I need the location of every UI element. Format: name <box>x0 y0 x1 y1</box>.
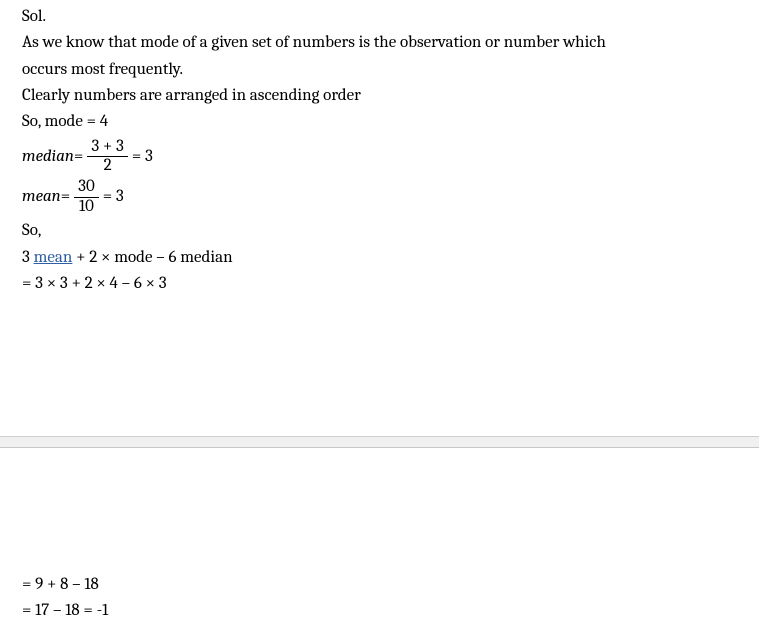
median-equation: median = 3 + 3 2 = 3 <box>22 138 737 176</box>
mean-den: 10 <box>74 198 99 217</box>
page-separator <box>0 436 759 448</box>
calc-line-1: = 3 × 3 + 2 × 4 – 6 × 3 <box>22 271 737 297</box>
arranged-line: Clearly numbers are arranged in ascendin… <box>22 83 737 109</box>
mean-eq2: = 3 <box>103 184 124 210</box>
mean-label: mean <box>22 184 61 210</box>
intro-line-2: occurs most frequently. <box>22 57 737 83</box>
median-eq2: = 3 <box>132 144 153 170</box>
whitespace-gap-2 <box>0 448 759 568</box>
mode-line: So, mode = 4 <box>22 109 737 135</box>
intro-line-1: As we know that mode of a given set of n… <box>22 30 737 56</box>
mean-num: 30 <box>74 178 99 198</box>
calc-line-3: = 17 – 18 = -1 <box>22 598 737 624</box>
whitespace-gap-1 <box>0 306 759 436</box>
expr-suffix: + 2 × mode – 6 median <box>72 248 232 267</box>
solution-top-block: Sol. As we know that mode of a given set… <box>0 0 759 306</box>
median-eq1: = <box>74 144 83 170</box>
expression-line: 3 mean + 2 × mode – 6 median <box>22 245 737 271</box>
sol-label: Sol. <box>22 4 737 30</box>
median-den: 2 <box>87 157 128 176</box>
mean-equation: mean = 30 10 = 3 <box>22 178 737 216</box>
mean-eq1: = <box>61 184 70 210</box>
solution-bottom-block: = 9 + 8 – 18 = 17 – 18 = -1 <box>0 568 759 633</box>
expr-prefix: 3 <box>22 248 34 267</box>
median-fraction: 3 + 3 2 <box>87 138 128 176</box>
median-label: median <box>22 144 74 170</box>
calc-line-2: = 9 + 8 – 18 <box>22 572 737 598</box>
so-line: So, <box>22 218 737 244</box>
median-num: 3 + 3 <box>87 138 128 158</box>
expr-mean-underlined: mean <box>34 248 73 267</box>
mean-fraction: 30 10 <box>74 178 99 216</box>
